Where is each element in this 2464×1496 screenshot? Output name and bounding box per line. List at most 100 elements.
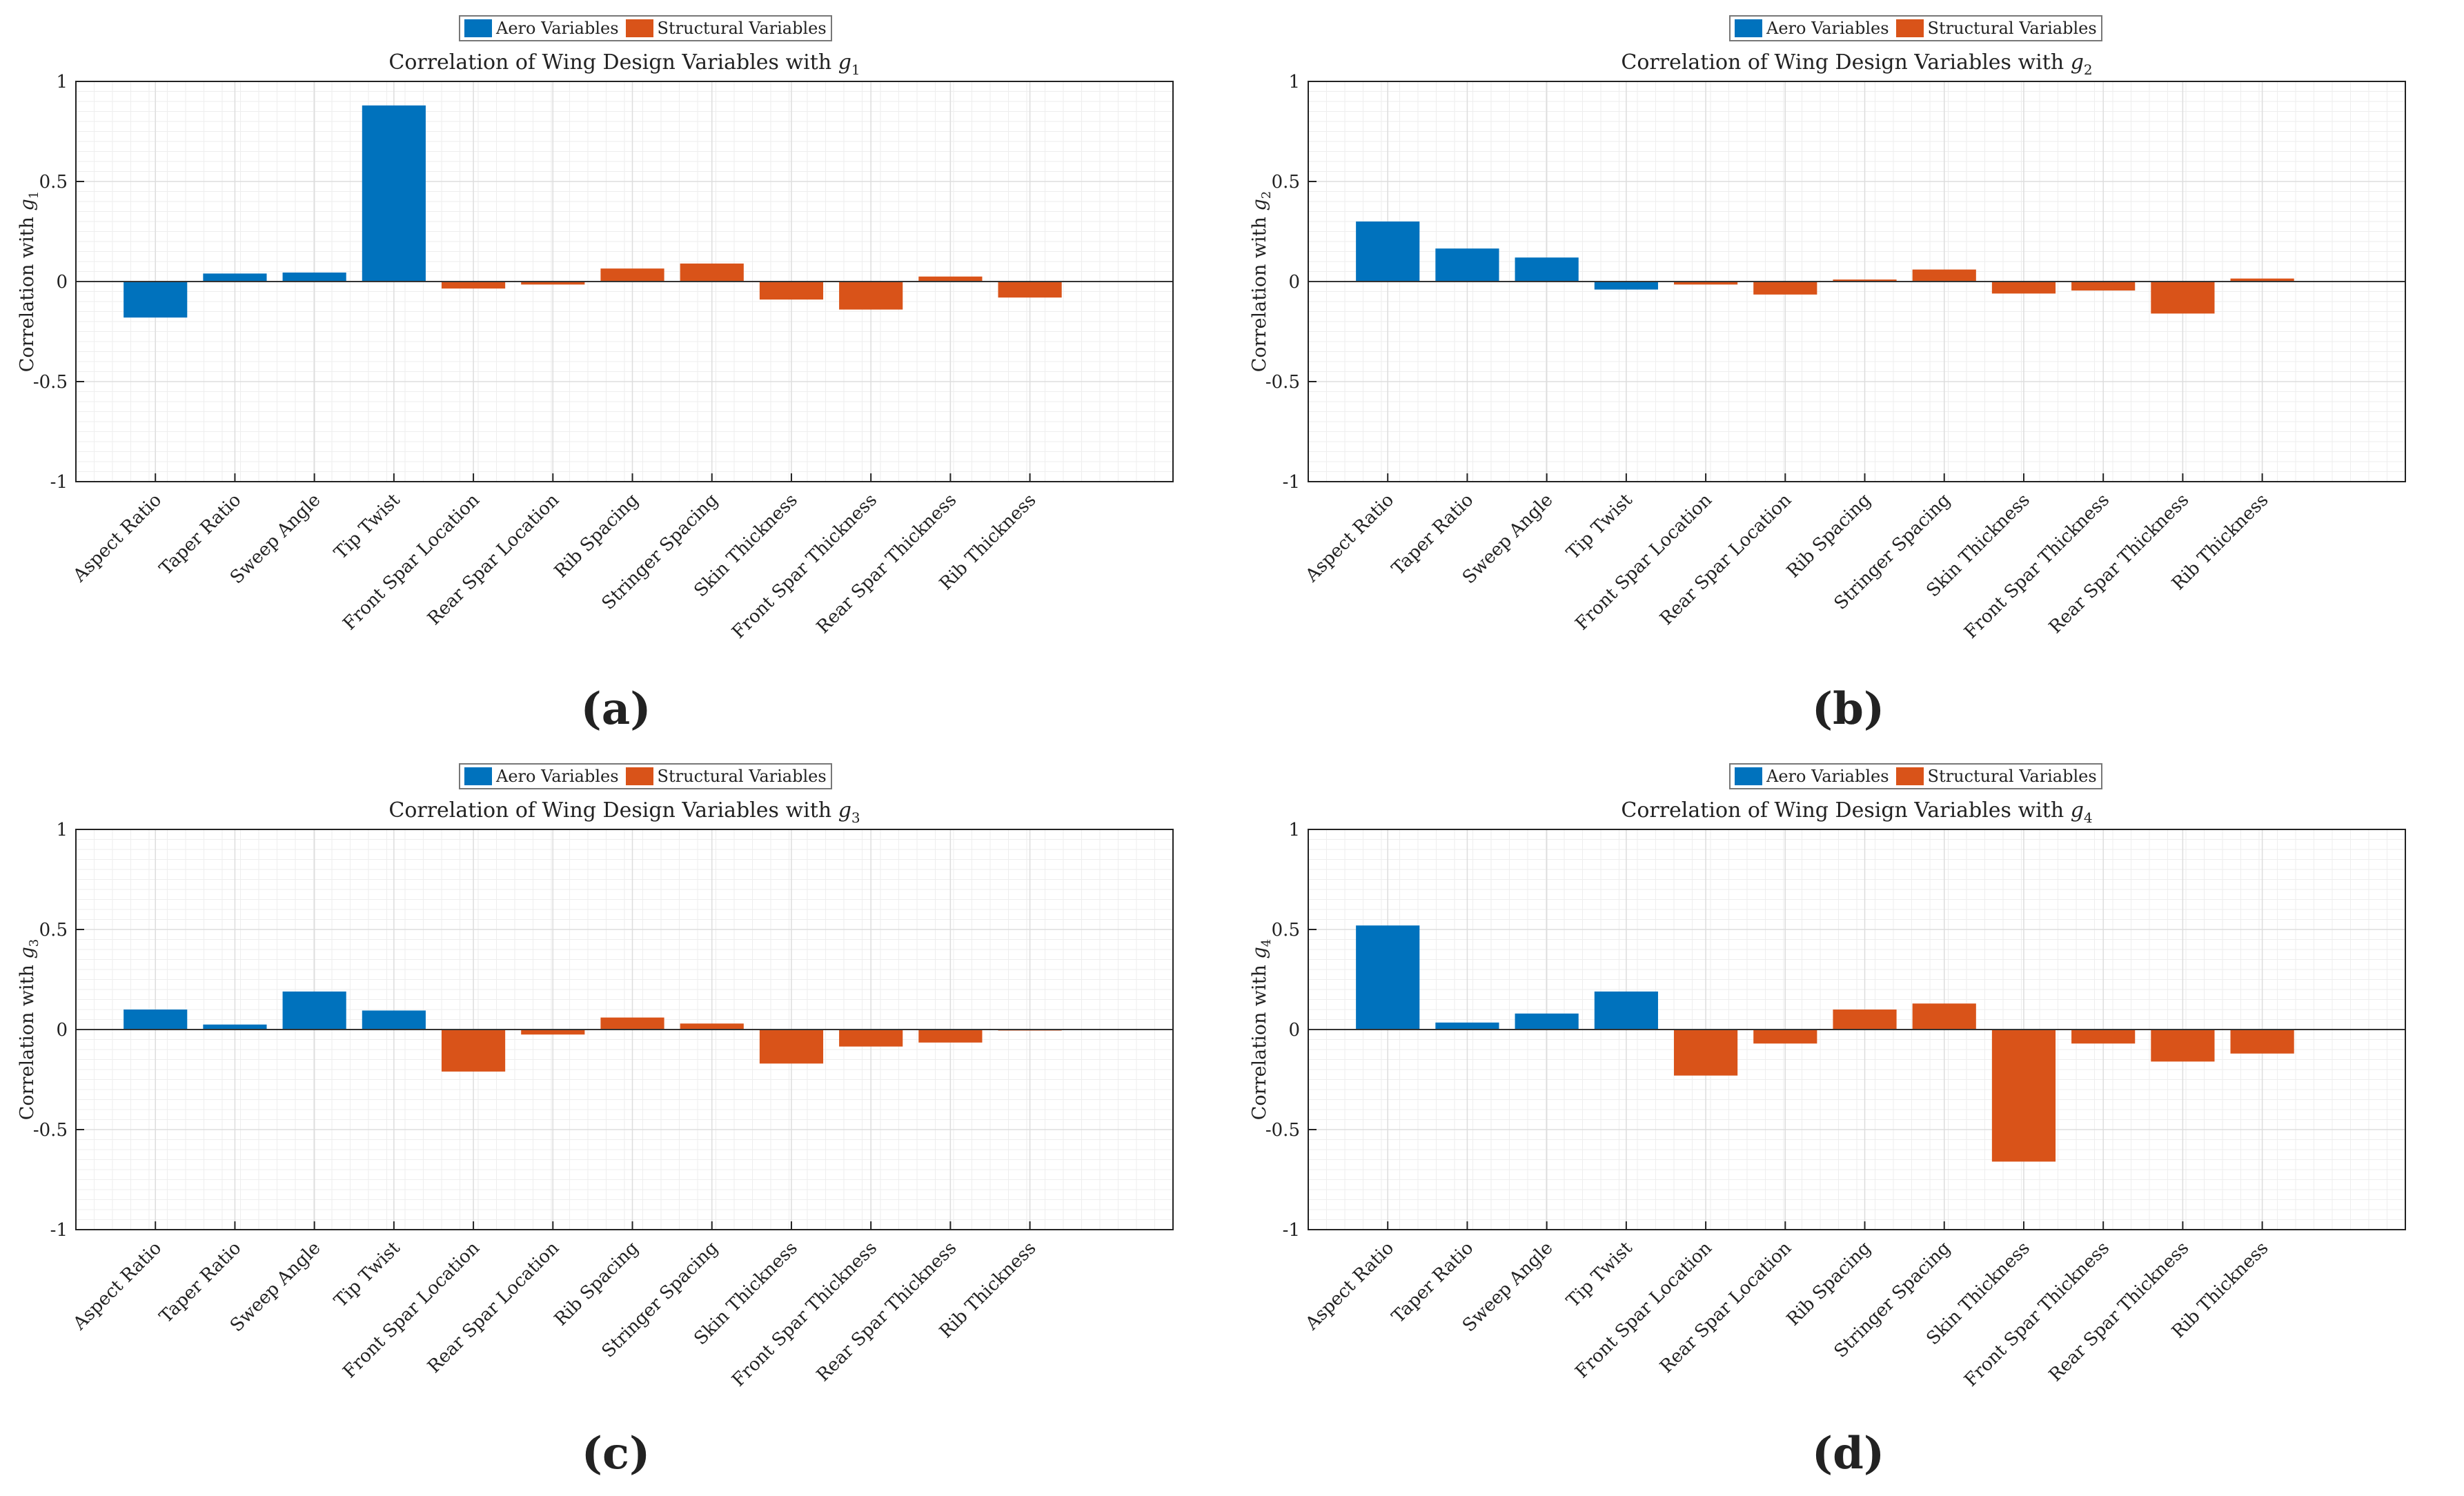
y-tick-label: -0.5	[1265, 372, 1300, 393]
y-tick-label: -1	[50, 472, 68, 493]
legend-label-structural: Structural Variables	[1927, 19, 2097, 38]
bar-rear-spar-location	[521, 282, 585, 285]
x-tick-label: Taper Ratio	[1388, 1238, 1478, 1328]
chart-title-text: Correlation of Wing Design Variables wit…	[1621, 798, 2070, 823]
x-tick-label: Tip Twist	[331, 489, 404, 563]
bar-front-spar-location	[442, 1030, 506, 1072]
y-tick-label: -1	[1283, 1220, 1300, 1241]
x-tick-label: Rear Spar Thickness	[813, 1238, 960, 1386]
legend-item-aero: Aero Variables	[464, 767, 619, 786]
legend-item-structural: Structural Variables	[1895, 19, 2097, 38]
legend-swatch-structural	[1895, 19, 1924, 37]
bar-front-spar-thickness	[839, 1030, 903, 1047]
legend-label-structural: Structural Variables	[1927, 767, 2097, 786]
chart-panel-b: Aero Variables Structural Variables -1 -0…	[1232, 0, 2464, 748]
y-axis-label-subscript: 4	[1259, 939, 1274, 947]
legend-swatch-structural	[625, 767, 653, 785]
y-axis-label: Correlation with g1	[17, 191, 41, 372]
chart-title-text: Correlation of Wing Design Variables wit…	[388, 50, 838, 75]
y-tick-label: 0.5	[1272, 172, 1300, 193]
y-axis-label-symbol: g	[1249, 947, 1270, 958]
y-tick-label: 0	[56, 1020, 68, 1041]
chart-title: Correlation of Wing Design Variables wit…	[1621, 50, 2092, 78]
bar-skin-thickness	[759, 1030, 824, 1064]
bar-sweep-angle	[1515, 257, 1579, 282]
bar-rib-thickness	[2230, 1030, 2294, 1054]
legend-swatch-aero	[464, 767, 492, 785]
chart-title: Correlation of Wing Design Variables wit…	[1621, 798, 2092, 826]
x-tick-label: Rear Spar Location	[424, 490, 563, 629]
legend-item-aero: Aero Variables	[464, 19, 619, 38]
bar-aspect-ratio	[124, 1010, 188, 1030]
y-axis-label-text: Correlation with	[1249, 211, 1270, 373]
chart-panel-c: Aero Variables Structural Variables -1 -0…	[0, 748, 1232, 1496]
bar-front-spar-thickness	[2071, 282, 2136, 291]
bar-aspect-ratio	[1356, 222, 1420, 282]
legend-swatch-structural	[1895, 767, 1924, 785]
bar-rib-spacing	[600, 268, 664, 282]
x-tick-label: Rear Spar Thickness	[2045, 1238, 2193, 1386]
x-tick-label: Rear Spar Location	[1656, 1238, 1795, 1377]
bar-front-spar-location	[442, 282, 506, 289]
chart-panel-d: Aero Variables Structural Variables -1 -0…	[1232, 748, 2464, 1496]
legend-swatch-structural	[625, 19, 653, 37]
bar-stringer-spacing	[1912, 269, 1976, 282]
bar-rib-spacing	[1833, 279, 1897, 282]
panel-label-a: (a)	[580, 683, 651, 735]
bar-rib-spacing	[600, 1017, 664, 1030]
bar-taper-ratio	[1435, 1022, 1499, 1030]
panel-label-d: (d)	[1811, 1428, 1885, 1479]
legend-item-structural: Structural Variables	[625, 767, 827, 786]
bar-rear-spar-location	[1753, 282, 1817, 295]
x-tick-label: Front Spar Location	[1571, 490, 1716, 635]
bar-stringer-spacing	[680, 1023, 744, 1030]
y-axis-label: Correlation with g2	[1249, 191, 1274, 372]
y-axis-label-text: Correlation with	[17, 211, 38, 373]
y-tick-label: -0.5	[33, 1120, 68, 1141]
bar-skin-thickness	[1991, 282, 2056, 294]
y-tick-label: 0	[1288, 1020, 1300, 1041]
chart-title-symbol: g	[838, 798, 851, 823]
x-tick-label: Rear Spar Location	[424, 1238, 563, 1377]
bar-skin-thickness	[759, 282, 824, 300]
bar-rear-spar-thickness	[918, 276, 983, 282]
x-tick-label: Front Spar Location	[339, 1238, 484, 1383]
bar-stringer-spacing	[680, 263, 744, 282]
x-tick-label: Tip Twist	[1563, 1237, 1637, 1311]
legend-label-aero: Aero Variables	[1766, 767, 1889, 786]
bar-front-spar-thickness	[2071, 1030, 2136, 1044]
y-tick-label: 1	[56, 72, 68, 92]
bar-rear-spar-location	[1753, 1030, 1817, 1044]
legend: Aero Variables Structural Variables	[459, 763, 832, 789]
panel-label-b: (b)	[1811, 683, 1885, 735]
chart-title-symbol: g	[838, 50, 851, 75]
y-axis-label: Correlation with g3	[17, 939, 41, 1120]
chart-title: Correlation of Wing Design Variables wit…	[388, 798, 860, 826]
plot-area-border	[75, 81, 1174, 482]
x-tick-label: Rear Spar Thickness	[813, 490, 960, 638]
x-tick-label: Front Spar Thickness	[728, 490, 881, 643]
plot-area-border	[1308, 81, 2406, 482]
legend-label-aero: Aero Variables	[496, 19, 619, 38]
bar-skin-thickness	[1991, 1030, 2056, 1162]
x-tick-label: Aspect Ratio	[1301, 1238, 1398, 1335]
y-tick-label: -0.5	[33, 372, 68, 393]
x-tick-label: Aspect Ratio	[69, 1238, 166, 1335]
bar-taper-ratio	[1435, 248, 1499, 282]
x-tick-label: Aspect Ratio	[69, 490, 166, 587]
legend-swatch-aero	[1735, 767, 1762, 785]
x-tick-label: Rear Spar Location	[1656, 490, 1795, 629]
chart-title-text: Correlation of Wing Design Variables wit…	[1621, 50, 2070, 75]
bar-front-spar-thickness	[839, 282, 903, 310]
legend-swatch-aero	[1735, 19, 1762, 37]
bar-sweep-angle	[1515, 1013, 1579, 1030]
y-tick-label: 0	[1288, 272, 1300, 293]
legend-label-aero: Aero Variables	[496, 767, 619, 786]
x-tick-label: Aspect Ratio	[1301, 490, 1398, 587]
bar-aspect-ratio	[124, 282, 188, 318]
y-tick-label: -0.5	[1265, 1120, 1300, 1141]
x-tick-label: Rear Spar Thickness	[2045, 490, 2193, 638]
bar-tip-twist	[1594, 282, 1658, 290]
bar-tip-twist	[362, 105, 426, 282]
